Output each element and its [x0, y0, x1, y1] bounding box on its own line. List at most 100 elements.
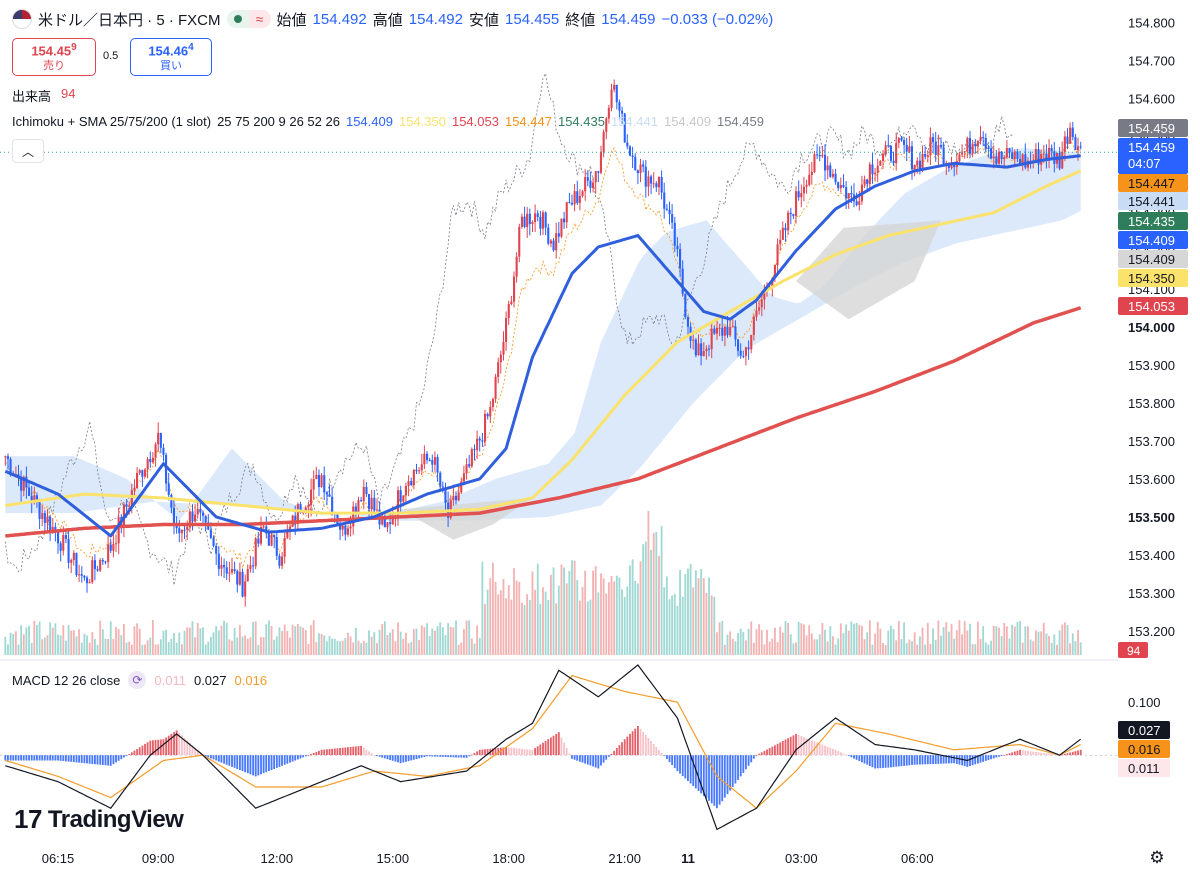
candle-body — [112, 543, 115, 551]
macd-histogram-bar — [123, 755, 125, 758]
volume-bar — [389, 632, 392, 655]
volume-bar — [937, 620, 940, 655]
collapse-legend-button[interactable]: ︿ — [12, 139, 44, 163]
candle-body — [1016, 151, 1019, 159]
volume-bar — [165, 629, 168, 655]
volume-bar — [204, 644, 207, 655]
wave-icon[interactable]: ≈ — [248, 10, 271, 28]
volume-bar — [911, 641, 913, 655]
volume-legend[interactable]: 出来高 94 — [12, 86, 75, 105]
macd-histogram-bar — [228, 755, 231, 766]
volume-bar — [83, 633, 86, 655]
candle-body — [847, 193, 850, 199]
volume-bar — [149, 637, 152, 655]
volume-bar — [647, 511, 650, 655]
candle-body — [362, 487, 365, 502]
macd-histogram-bar — [905, 755, 908, 766]
candle-body — [138, 470, 141, 473]
macd-legend[interactable]: MACD 12 26 close ⟳ 0.011 0.027 0.016 — [12, 671, 267, 689]
candle-body — [383, 516, 386, 528]
macd-histogram-bar — [602, 755, 605, 763]
volume-bar — [476, 625, 479, 655]
volume-bar — [460, 642, 463, 655]
macd-histogram-bar — [755, 755, 758, 756]
candle-body — [515, 256, 518, 277]
macd-histogram-bar — [260, 755, 262, 775]
candle-body — [850, 193, 853, 195]
macd-histogram-bar — [49, 755, 52, 761]
volume-bar — [138, 628, 141, 655]
macd-histogram-bar — [136, 749, 139, 756]
macd-histogram-bar — [586, 755, 589, 765]
volume-bar — [341, 640, 344, 655]
candle-body — [594, 171, 597, 183]
volume-bar — [1005, 626, 1008, 655]
macd-histogram-bar — [1029, 751, 1032, 756]
volume-bar — [7, 644, 9, 655]
candle-body — [787, 212, 790, 231]
macd-histogram-bar — [320, 749, 323, 756]
volume-bar — [966, 630, 969, 655]
candle-body — [705, 348, 708, 351]
market-open-icon[interactable] — [226, 10, 249, 28]
candle-body — [104, 561, 107, 563]
candle-body — [178, 528, 181, 534]
candle-body — [502, 342, 505, 355]
volume-bar — [486, 589, 489, 655]
volume-bar — [710, 595, 713, 655]
volume-bar — [818, 634, 821, 655]
candle-body — [802, 186, 806, 194]
macd-histogram-bar — [1011, 752, 1014, 756]
macd-histogram-bar — [573, 755, 576, 760]
volume-bar — [976, 621, 979, 655]
candle-body — [30, 495, 33, 503]
sma75-line — [5, 169, 1082, 515]
volume-bar — [768, 641, 771, 655]
macd-histogram-bar — [125, 755, 128, 756]
macd-histogram-bar — [779, 742, 782, 756]
candle-body — [78, 574, 81, 576]
volume-bar — [252, 621, 254, 655]
volume-bar — [291, 624, 294, 655]
volume-bar — [310, 625, 312, 655]
close-value: 154.459 — [601, 10, 656, 28]
sell-button[interactable]: 154.459 売り — [12, 38, 96, 76]
indicator-legend[interactable]: Ichimoku + SMA 25/75/200 (1 slot) 25 75 … — [12, 114, 764, 129]
sync-icon[interactable]: ⟳ — [128, 671, 147, 689]
macd-histogram-bar — [853, 755, 855, 759]
candle-body — [729, 327, 732, 336]
low-value: 154.455 — [505, 10, 560, 28]
macd-histogram-bar — [1037, 752, 1040, 756]
price-label-badge — [1118, 192, 1188, 210]
volume-bar — [43, 637, 46, 655]
indicator-value: 154.053 — [451, 114, 499, 129]
price-label-badge — [1118, 250, 1188, 268]
volume-bar — [713, 596, 716, 655]
symbol-title[interactable]: 米ドル／日本円 · 5 · FXCM — [38, 11, 221, 29]
candle-body — [397, 490, 400, 516]
volume-bar — [457, 644, 460, 655]
price-label-text: 154.053 — [1128, 299, 1175, 314]
candle-body — [657, 177, 661, 188]
macd-histogram-bar — [892, 755, 895, 767]
macd-histogram-bar — [315, 752, 318, 756]
macd-histogram-bar — [507, 747, 510, 756]
candle-body — [726, 326, 729, 336]
volume-bar — [339, 641, 341, 655]
candle-body — [855, 201, 858, 205]
macd-histogram-bar — [550, 737, 552, 756]
volume-bar — [144, 644, 146, 655]
volume-bar — [1019, 621, 1021, 655]
macd-histogram-bar — [671, 755, 674, 766]
candle-body — [109, 544, 112, 551]
gear-icon[interactable]: ⚙ — [1149, 848, 1165, 867]
macd-histogram-bar — [354, 746, 357, 756]
volume-bar — [507, 585, 510, 655]
macd-histogram-bar — [687, 755, 689, 781]
volume-bar — [36, 625, 38, 655]
buy-button[interactable]: 154.464 買い — [130, 38, 212, 76]
macd-histogram-bar — [231, 755, 233, 767]
candle-body — [939, 145, 943, 148]
candle-body — [212, 537, 215, 546]
